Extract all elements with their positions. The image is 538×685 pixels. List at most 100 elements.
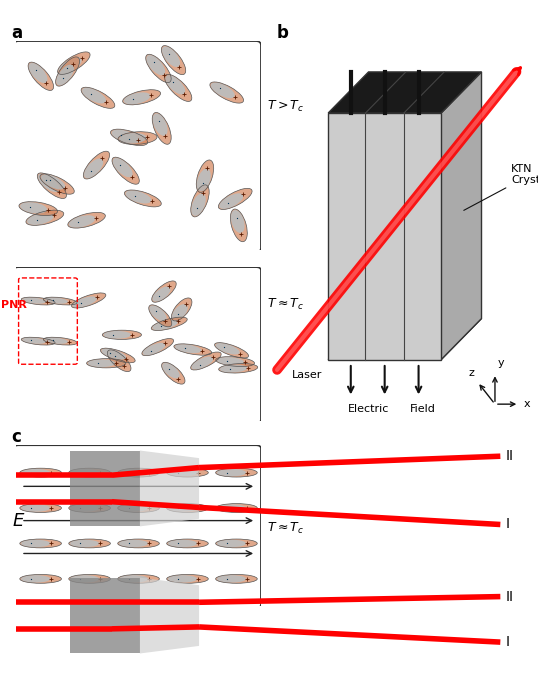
Ellipse shape [69,503,110,512]
Ellipse shape [113,158,132,177]
Polygon shape [441,72,482,360]
Ellipse shape [167,503,208,512]
Ellipse shape [167,468,208,477]
Ellipse shape [167,539,208,548]
Ellipse shape [168,504,197,512]
Ellipse shape [22,297,55,305]
FancyBboxPatch shape [13,267,261,423]
Ellipse shape [168,540,197,547]
Ellipse shape [168,469,197,476]
Text: y: y [498,358,504,369]
Ellipse shape [101,348,135,363]
Ellipse shape [44,297,68,303]
FancyBboxPatch shape [13,445,261,608]
Ellipse shape [43,337,77,345]
Ellipse shape [70,575,99,583]
Polygon shape [70,451,140,526]
Ellipse shape [190,352,221,370]
Ellipse shape [167,575,208,584]
Text: II: II [506,449,514,463]
Ellipse shape [38,173,59,192]
Ellipse shape [162,363,180,378]
Ellipse shape [59,58,82,74]
Ellipse shape [83,151,110,179]
Ellipse shape [22,297,46,303]
Ellipse shape [28,62,54,90]
Ellipse shape [22,337,55,345]
Ellipse shape [220,193,243,209]
Ellipse shape [69,468,110,477]
Ellipse shape [161,362,185,384]
Text: Field: Field [409,404,435,414]
Ellipse shape [172,304,188,321]
Ellipse shape [111,129,138,142]
Text: PNR: PNR [1,300,26,310]
Ellipse shape [216,468,257,477]
Ellipse shape [191,185,209,217]
Ellipse shape [119,575,148,583]
Ellipse shape [165,74,192,101]
Ellipse shape [41,174,65,190]
Ellipse shape [101,349,126,360]
Ellipse shape [55,57,80,86]
Ellipse shape [216,357,254,366]
Ellipse shape [20,503,61,512]
Ellipse shape [216,503,257,512]
Ellipse shape [175,344,202,353]
Ellipse shape [210,82,244,103]
Ellipse shape [73,297,97,308]
Ellipse shape [152,281,176,302]
Ellipse shape [119,133,146,144]
FancyBboxPatch shape [13,41,261,252]
Ellipse shape [218,188,252,210]
Ellipse shape [112,157,139,184]
Text: I: I [506,635,509,649]
Ellipse shape [146,54,171,83]
Ellipse shape [216,575,257,584]
Polygon shape [328,72,482,113]
Ellipse shape [174,344,211,356]
Ellipse shape [118,132,157,145]
Ellipse shape [119,504,148,512]
Ellipse shape [69,575,110,584]
Ellipse shape [20,575,61,584]
Ellipse shape [152,286,171,301]
Ellipse shape [217,575,246,583]
Ellipse shape [70,504,99,512]
Ellipse shape [27,213,54,225]
Ellipse shape [216,539,257,548]
Ellipse shape [119,469,148,476]
Ellipse shape [37,173,67,199]
Ellipse shape [21,504,50,512]
Ellipse shape [168,575,197,583]
Polygon shape [140,451,199,526]
Ellipse shape [69,215,95,227]
Text: II: II [506,590,514,603]
Ellipse shape [40,174,74,195]
Ellipse shape [151,317,187,331]
Text: $\mathit{E}$: $\mathit{E}$ [12,512,25,530]
Text: z: z [469,369,475,378]
Text: c: c [11,428,20,446]
Ellipse shape [211,82,235,98]
Ellipse shape [118,468,159,477]
Ellipse shape [218,364,258,373]
Ellipse shape [44,338,68,344]
Ellipse shape [82,88,106,103]
Ellipse shape [29,63,47,83]
Text: I: I [506,517,509,532]
Text: Laser: Laser [292,370,322,380]
Ellipse shape [161,46,186,75]
Ellipse shape [19,201,58,216]
Ellipse shape [84,158,103,178]
Ellipse shape [87,359,126,368]
Ellipse shape [152,112,171,145]
Polygon shape [70,577,140,653]
Ellipse shape [220,364,247,373]
Text: x: x [523,399,530,409]
Ellipse shape [88,360,115,367]
Ellipse shape [21,575,50,583]
Ellipse shape [165,75,185,95]
Text: Electric: Electric [348,404,389,414]
Ellipse shape [123,90,160,105]
